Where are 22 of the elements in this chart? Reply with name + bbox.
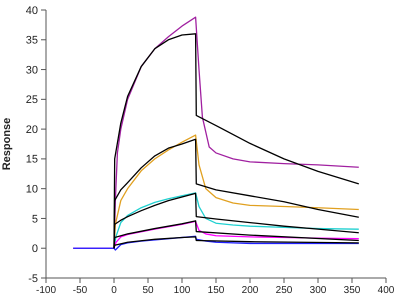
x-tick-label: 350 — [344, 285, 361, 296]
x-tick-label: 200 — [242, 285, 259, 296]
x-tick-label: 0 — [111, 285, 118, 296]
y-tick-label: 20 — [26, 124, 38, 136]
y-tick-label: 0 — [32, 243, 38, 256]
y-tick-label: 40 — [26, 4, 38, 17]
x-tick-label: 300 — [310, 285, 327, 296]
y-tick-label: 30 — [26, 64, 38, 76]
x-tick-label: 250 — [276, 285, 293, 296]
x-tick-label: -100 — [36, 285, 56, 296]
y-tick-label: -5 — [28, 272, 38, 285]
y-tick-label: 10 — [26, 184, 38, 196]
y-tick-label: 15 — [26, 154, 38, 166]
x-tick-label: 50 — [142, 285, 154, 296]
y-tick-label: 35 — [26, 34, 38, 47]
x-tick-label: 150 — [208, 285, 225, 296]
x-tick-label: 100 — [174, 285, 191, 296]
y-tick-label: 25 — [26, 94, 38, 106]
x-tick-label: 400 — [378, 285, 395, 296]
x-tick-label: -50 — [72, 285, 88, 296]
y-tick-label: 5 — [32, 213, 38, 226]
y-axis-title: Response — [1, 118, 13, 170]
